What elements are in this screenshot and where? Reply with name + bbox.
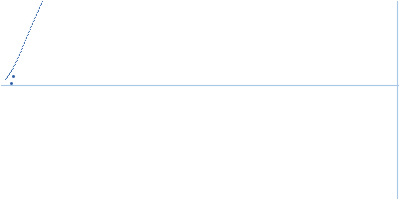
Point <box>15 54 22 57</box>
Point <box>15 55 21 58</box>
Point <box>17 49 24 52</box>
Point <box>13 58 20 61</box>
Point <box>8 68 14 72</box>
Point <box>20 43 26 46</box>
Point <box>5 74 11 77</box>
Point <box>36 5 43 8</box>
Point <box>10 74 16 77</box>
Point <box>8 82 14 85</box>
Point <box>10 66 16 69</box>
Point <box>40 0 46 2</box>
Point <box>32 14 39 17</box>
Point <box>13 59 19 63</box>
Point <box>11 63 17 67</box>
Point <box>28 24 34 27</box>
Point <box>4 75 11 78</box>
Point <box>31 17 38 20</box>
Point <box>30 20 36 23</box>
Point <box>4 76 10 79</box>
Point <box>24 34 30 37</box>
Point <box>34 9 41 13</box>
Point <box>17 51 23 54</box>
Point <box>30 18 37 21</box>
Point <box>19 45 26 48</box>
Point <box>8 70 14 73</box>
Point <box>9 67 15 70</box>
Point <box>37 4 43 7</box>
Point <box>16 52 22 55</box>
Point <box>32 15 38 18</box>
Point <box>2 77 9 80</box>
Point <box>26 27 33 31</box>
Point <box>18 48 24 51</box>
Point <box>28 23 35 26</box>
Point <box>38 2 44 6</box>
Point <box>22 37 29 40</box>
Point <box>39 0 45 3</box>
Point <box>24 32 31 35</box>
Point <box>20 42 27 45</box>
Point <box>27 26 34 29</box>
Point <box>7 71 13 74</box>
Point <box>12 61 18 64</box>
Point <box>38 1 45 4</box>
Point <box>6 73 12 76</box>
Point <box>19 46 25 49</box>
Point <box>10 65 16 68</box>
Point <box>36 7 42 10</box>
Point <box>6 72 12 75</box>
Point <box>34 11 40 14</box>
Point <box>3 76 9 80</box>
Point <box>33 12 40 15</box>
Point <box>35 8 41 11</box>
Point <box>23 35 30 38</box>
Point <box>12 62 18 65</box>
Point <box>21 40 28 43</box>
Point <box>26 29 32 32</box>
Point <box>14 57 20 60</box>
Point <box>25 31 32 34</box>
Point <box>22 38 28 42</box>
Point <box>29 21 36 24</box>
